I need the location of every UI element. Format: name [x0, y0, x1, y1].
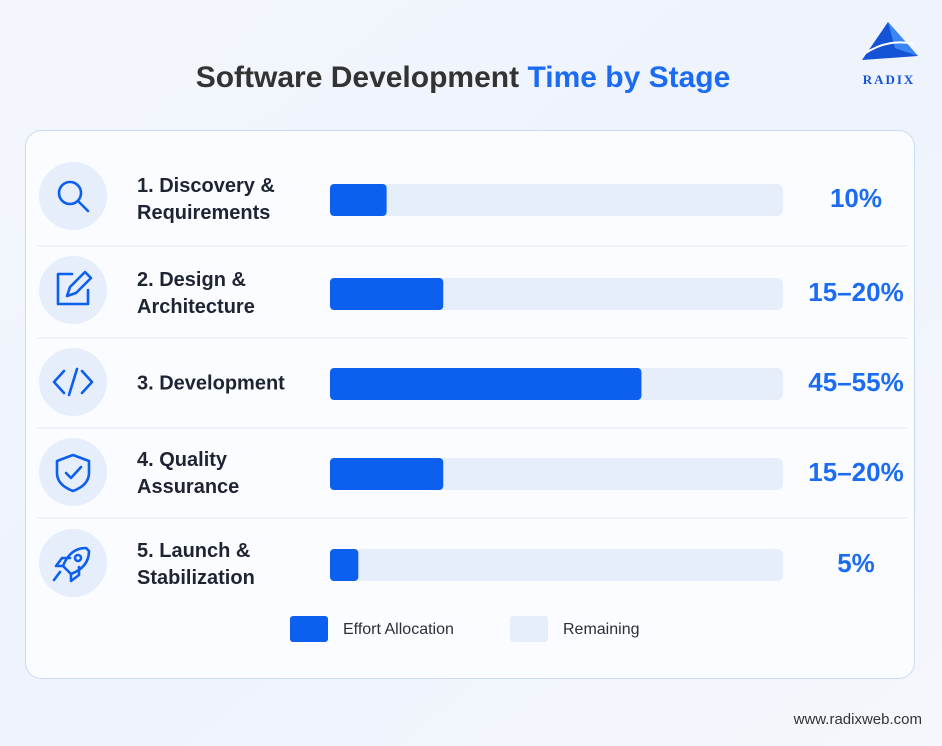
value-label: 10%: [830, 183, 882, 213]
bar: [330, 458, 444, 490]
category-label: 1. Discovery &: [137, 175, 275, 197]
icons: [39, 162, 107, 597]
value-label: 5%: [837, 548, 875, 578]
category-label: Stabilization: [137, 567, 255, 589]
value-label: 45–55%: [808, 367, 903, 397]
bar-track: [330, 549, 783, 581]
card: [25, 130, 915, 679]
category-label: 3. Development: [137, 372, 285, 394]
category-label: 2. Design &: [137, 269, 246, 291]
category-label: 5. Launch &: [137, 540, 250, 562]
bar: [330, 368, 642, 400]
logo: RADIX: [862, 22, 918, 87]
chart-title: Software Development Time by Stage: [196, 61, 731, 94]
bar-track: [330, 184, 783, 216]
category-label: Assurance: [137, 476, 239, 498]
category-label: 4. Quality: [137, 449, 228, 471]
legend-swatch: [290, 616, 328, 642]
bar: [330, 549, 359, 581]
category-label: Architecture: [137, 296, 255, 318]
legend-swatch: [510, 616, 548, 642]
logo-text: RADIX: [863, 72, 916, 87]
legend-label: Remaining: [563, 621, 639, 638]
legend-label: Effort Allocation: [343, 621, 454, 638]
footer: www.radixweb.com: [793, 711, 922, 728]
dividers: [37, 245, 907, 519]
category-label: Requirements: [137, 202, 270, 224]
value-label: 15–20%: [808, 277, 903, 307]
title-part: Time by Stage: [527, 61, 730, 94]
title-part: Software Development: [196, 61, 519, 94]
bar: [330, 184, 387, 216]
bar: [330, 278, 444, 310]
value-label: 15–20%: [808, 457, 903, 487]
